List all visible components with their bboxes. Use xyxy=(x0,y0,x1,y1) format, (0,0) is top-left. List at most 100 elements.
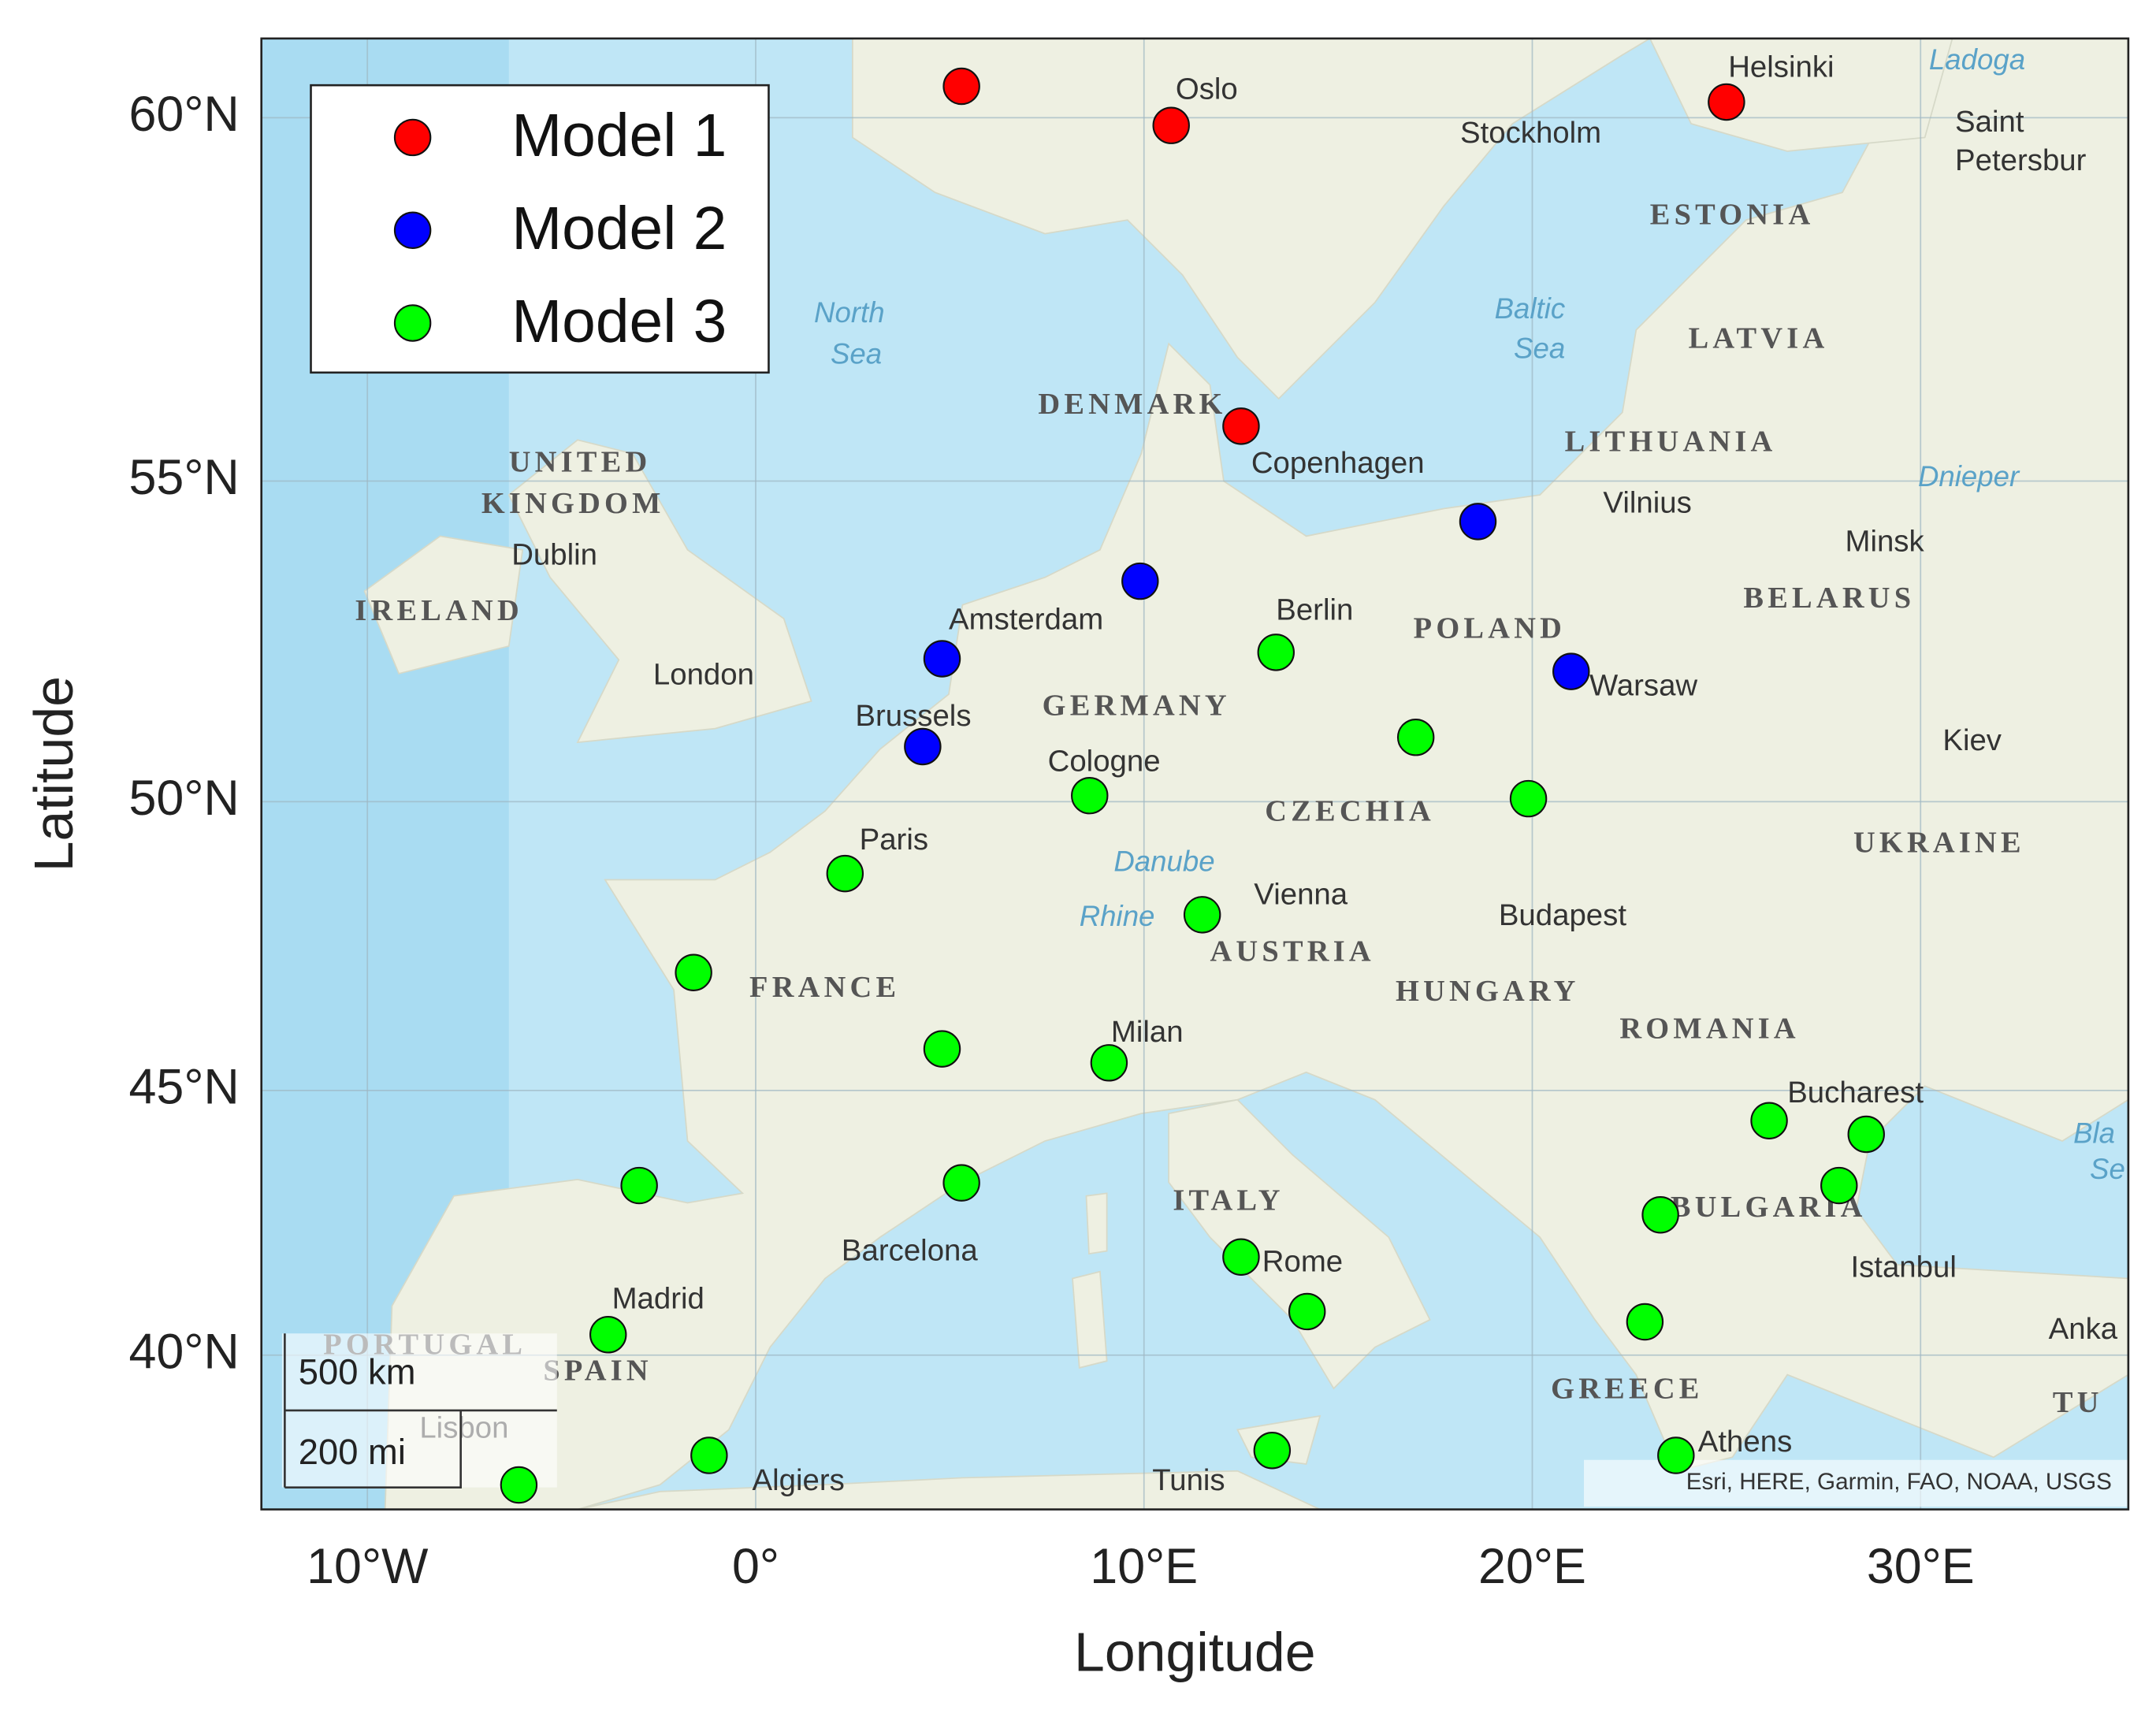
scale-bar-label: 200 mi xyxy=(299,1432,406,1472)
map-label: Dnieper xyxy=(1918,460,2020,492)
marker xyxy=(1657,1436,1695,1474)
finland xyxy=(1649,38,1953,152)
map-label: Bucharest xyxy=(1787,1076,1924,1109)
map-label: GREECE xyxy=(1551,1372,1703,1405)
map-label: London xyxy=(653,657,754,691)
x-tick-label: 20°E xyxy=(1478,1539,1586,1594)
map-label: Se xyxy=(2090,1153,2125,1185)
marker xyxy=(1459,503,1497,541)
map-label: ITALY xyxy=(1173,1184,1284,1217)
map-label: Vilnius xyxy=(1603,485,1691,519)
legend-marker xyxy=(393,211,432,249)
marker xyxy=(1626,1303,1664,1341)
map-label: Warsaw xyxy=(1589,668,1697,702)
marker xyxy=(1257,634,1295,671)
map-label: TU xyxy=(2053,1386,2103,1419)
marker xyxy=(1820,1166,1858,1205)
map-label: Sea xyxy=(831,338,882,370)
marker xyxy=(923,1030,961,1068)
marker xyxy=(1071,776,1109,815)
legend: Model 1 Model 2 Model 3 xyxy=(310,84,770,374)
map-label: POLAND xyxy=(1414,612,1566,645)
map-label: Minsk xyxy=(1845,524,1924,558)
map-label: ROMANIA xyxy=(1619,1012,1800,1045)
marker xyxy=(675,953,712,991)
marker xyxy=(1288,1292,1326,1331)
marker xyxy=(942,67,980,106)
map-label: Brussels xyxy=(855,699,971,733)
marker xyxy=(1152,106,1190,144)
y-tick-label: 60°N xyxy=(128,87,239,142)
marker xyxy=(1509,779,1548,818)
map-label: Oslo xyxy=(1176,72,1238,106)
marker xyxy=(500,1466,538,1504)
map-label: UNITED xyxy=(509,445,652,478)
marker xyxy=(1253,1432,1292,1470)
legend-marker xyxy=(393,118,432,157)
legend-box xyxy=(310,84,770,374)
sardinia xyxy=(1072,1270,1108,1369)
map-label: Athens xyxy=(1698,1425,1792,1459)
map-label: IRELAND xyxy=(355,594,523,627)
map-label: Helsinki xyxy=(1728,50,1834,84)
map-label: Dublin xyxy=(511,538,597,572)
attribution: Esri, HERE, Garmin, FAO, NOAA, USGS xyxy=(1686,1469,2112,1495)
marker xyxy=(1222,407,1260,445)
map-label: HUNGARY xyxy=(1396,975,1580,1008)
legend-label: Model 2 xyxy=(511,195,727,262)
x-tick-label: 10°E xyxy=(1090,1539,1198,1594)
legend-marker xyxy=(393,304,432,342)
map-label: CZECHIA xyxy=(1265,795,1435,828)
marker xyxy=(1222,1238,1260,1276)
x-tick-label: 30°E xyxy=(1867,1539,1975,1594)
marker xyxy=(690,1436,728,1474)
corsica xyxy=(1085,1192,1108,1255)
map-label: Baltic xyxy=(1495,292,1566,325)
ireland xyxy=(363,535,524,675)
map-label: Madrid xyxy=(612,1282,704,1316)
marker xyxy=(1183,896,1221,934)
x-tick-label: 0° xyxy=(732,1539,779,1594)
scandinavia xyxy=(852,38,1652,400)
map-label: North xyxy=(814,296,885,329)
legend-label: Model 1 xyxy=(511,102,727,169)
map-label: BELARUS xyxy=(1743,582,1915,615)
map-label: LATVIA xyxy=(1689,321,1829,355)
y-tick-label: 40°N xyxy=(128,1324,239,1379)
scale-bar xyxy=(284,1333,557,1488)
north-africa xyxy=(577,1470,1321,1510)
map-label: Berlin xyxy=(1276,593,1353,626)
marker xyxy=(620,1166,658,1205)
map-label: ESTONIA xyxy=(1650,198,1815,231)
map-label: FRANCE xyxy=(749,971,900,1004)
x-tick-label: 10°W xyxy=(307,1539,429,1594)
scale-bar-label: 500 km xyxy=(299,1352,416,1392)
map-label: Vienna xyxy=(1254,878,1348,912)
y-axis-title: Latitude xyxy=(23,676,84,872)
map-label: Copenhagen xyxy=(1251,446,1425,480)
plot-frame xyxy=(260,37,2130,1511)
marker xyxy=(1090,1044,1128,1082)
map-label: KINGDOM xyxy=(481,487,665,520)
marker xyxy=(826,854,864,893)
marker xyxy=(1708,83,1745,121)
map-label: Barcelona xyxy=(842,1233,978,1267)
x-axis-title: Longitude xyxy=(1074,1622,1316,1683)
map-label: Danube xyxy=(1113,845,1214,877)
legend-label: Model 3 xyxy=(511,288,727,355)
italy xyxy=(1168,1098,1431,1390)
map-label: GERMANY xyxy=(1043,689,1231,722)
map-labels: Oslo Helsinki Ladoga Saint Petersbur Stockhol… xyxy=(323,43,2125,1497)
map-label: Ladoga xyxy=(1929,43,2025,76)
map-label: Amsterdam xyxy=(949,603,1103,637)
y-tick-label: 55°N xyxy=(128,450,239,505)
marker xyxy=(942,1164,980,1202)
map-label: Paris xyxy=(860,823,928,857)
map-label: Algiers xyxy=(753,1463,845,1497)
marker xyxy=(1641,1196,1679,1234)
marker xyxy=(589,1316,627,1354)
y-tick-label: 45°N xyxy=(128,1060,239,1115)
map-label: Tunis xyxy=(1152,1463,1225,1497)
map-label: Anka xyxy=(2049,1312,2118,1346)
